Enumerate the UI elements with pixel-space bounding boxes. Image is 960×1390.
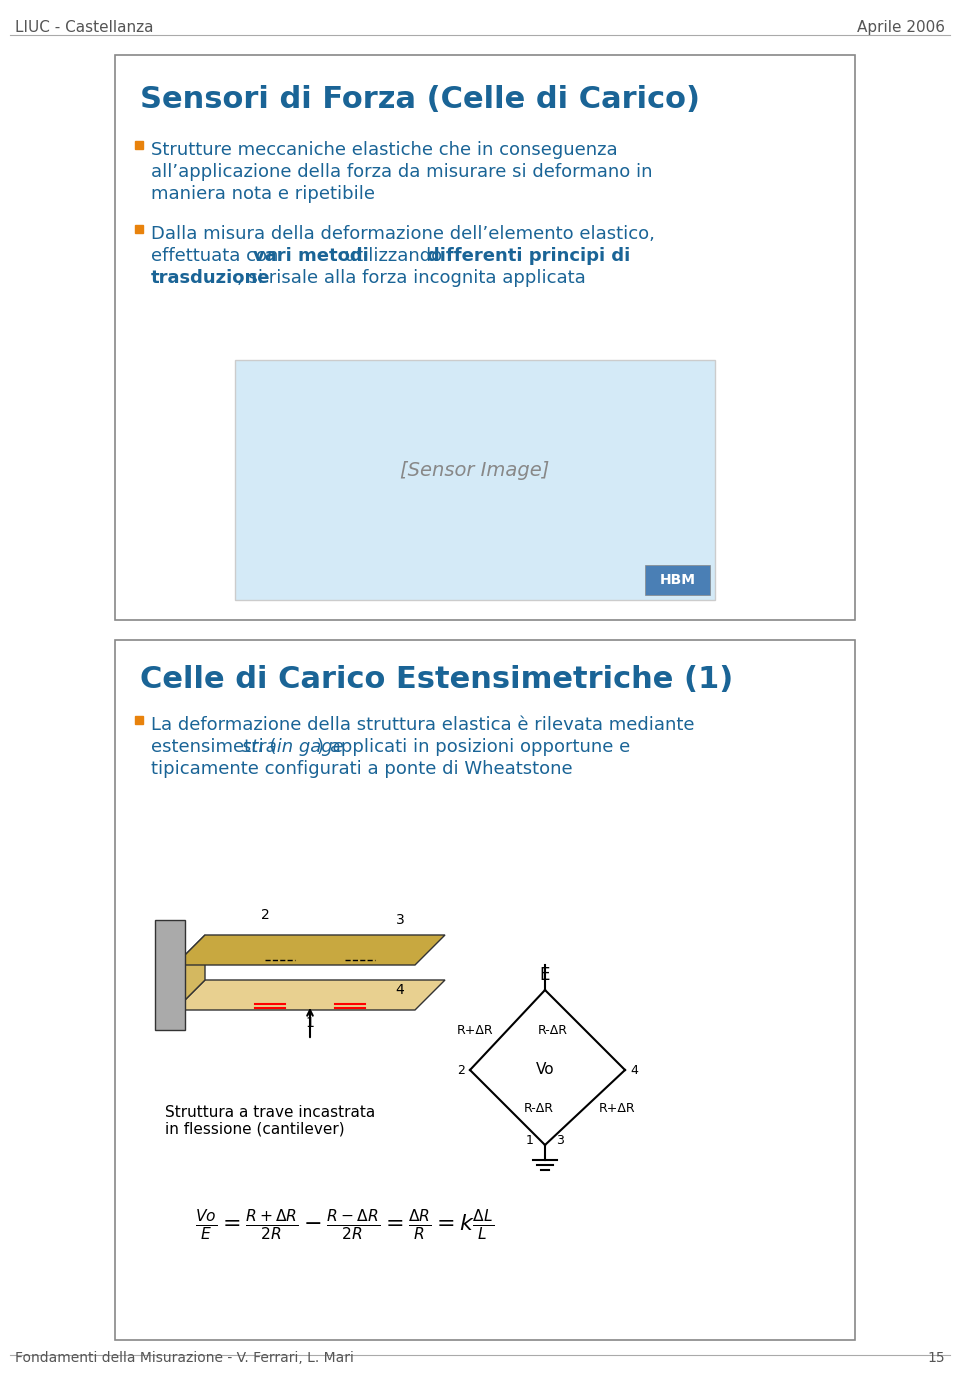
- Text: E: E: [540, 966, 550, 984]
- Bar: [135, 140, 143, 149]
- Polygon shape: [155, 920, 185, 1030]
- Text: R+ΔR: R+ΔR: [457, 1023, 493, 1037]
- Text: effettuata con: effettuata con: [151, 247, 284, 265]
- Text: 3: 3: [556, 1133, 564, 1147]
- Text: R-ΔR: R-ΔR: [524, 1101, 554, 1115]
- Text: in flessione (cantilever): in flessione (cantilever): [165, 1122, 345, 1137]
- Text: Fondamenti della Misurazione - V. Ferrari, L. Mari: Fondamenti della Misurazione - V. Ferrar…: [15, 1351, 354, 1365]
- FancyBboxPatch shape: [645, 564, 710, 595]
- Text: vari metodi: vari metodi: [253, 247, 369, 265]
- Text: Sensori di Forza (Celle di Carico): Sensori di Forza (Celle di Carico): [140, 85, 700, 114]
- Text: Strutture meccaniche elastiche che in conseguenza: Strutture meccaniche elastiche che in co…: [151, 140, 617, 158]
- Text: Vo: Vo: [536, 1062, 554, 1077]
- Bar: [135, 225, 143, 234]
- Text: $\frac{Vo}{E} = \frac{R+\Delta R}{2R} - \frac{R-\Delta R}{2R} = \frac{\Delta R}{: $\frac{Vo}{E} = \frac{R+\Delta R}{2R} - …: [195, 1208, 494, 1243]
- FancyBboxPatch shape: [115, 56, 855, 620]
- Text: , si risale alla forza incognita applicata: , si risale alla forza incognita applica…: [237, 270, 586, 286]
- Text: trasduzione: trasduzione: [151, 270, 271, 286]
- Text: La deformazione della struttura elastica è rilevata mediante: La deformazione della struttura elastica…: [151, 716, 694, 734]
- Text: utilizzando: utilizzando: [339, 247, 447, 265]
- Text: all’applicazione della forza da misurare si deformano in: all’applicazione della forza da misurare…: [151, 163, 653, 181]
- Text: R+ΔR: R+ΔR: [599, 1101, 636, 1115]
- Text: R-ΔR: R-ΔR: [538, 1023, 568, 1037]
- Text: 3: 3: [396, 913, 404, 927]
- Polygon shape: [175, 935, 205, 1011]
- Text: 1: 1: [305, 1016, 315, 1030]
- Bar: [135, 716, 143, 724]
- Text: tipicamente configurati a ponte di Wheatstone: tipicamente configurati a ponte di Wheat…: [151, 760, 572, 778]
- Text: [Sensor Image]: [Sensor Image]: [400, 460, 550, 480]
- Text: differenti principi di: differenti principi di: [427, 247, 631, 265]
- Text: 1: 1: [526, 1133, 534, 1147]
- Text: Celle di Carico Estensimetriche (1): Celle di Carico Estensimetriche (1): [140, 664, 733, 694]
- FancyBboxPatch shape: [115, 639, 855, 1340]
- Text: estensimetri (: estensimetri (: [151, 738, 276, 756]
- Text: LIUC - Castellanza: LIUC - Castellanza: [15, 19, 154, 35]
- Text: strain gage: strain gage: [242, 738, 344, 756]
- Polygon shape: [175, 935, 445, 965]
- Text: 15: 15: [927, 1351, 945, 1365]
- Text: 2: 2: [260, 908, 270, 922]
- Text: 4: 4: [630, 1063, 637, 1076]
- Text: HBM: HBM: [660, 573, 696, 587]
- Text: ) applicati in posizioni opportune e: ) applicati in posizioni opportune e: [317, 738, 630, 756]
- Text: Aprile 2006: Aprile 2006: [857, 19, 945, 35]
- FancyBboxPatch shape: [235, 360, 715, 600]
- Text: 2: 2: [457, 1063, 465, 1076]
- Text: Struttura a trave incastrata: Struttura a trave incastrata: [165, 1105, 375, 1120]
- Text: maniera nota e ripetibile: maniera nota e ripetibile: [151, 185, 375, 203]
- Text: 4: 4: [396, 983, 404, 997]
- Polygon shape: [175, 980, 445, 1011]
- Text: Dalla misura della deformazione dell’elemento elastico,: Dalla misura della deformazione dell’ele…: [151, 225, 655, 243]
